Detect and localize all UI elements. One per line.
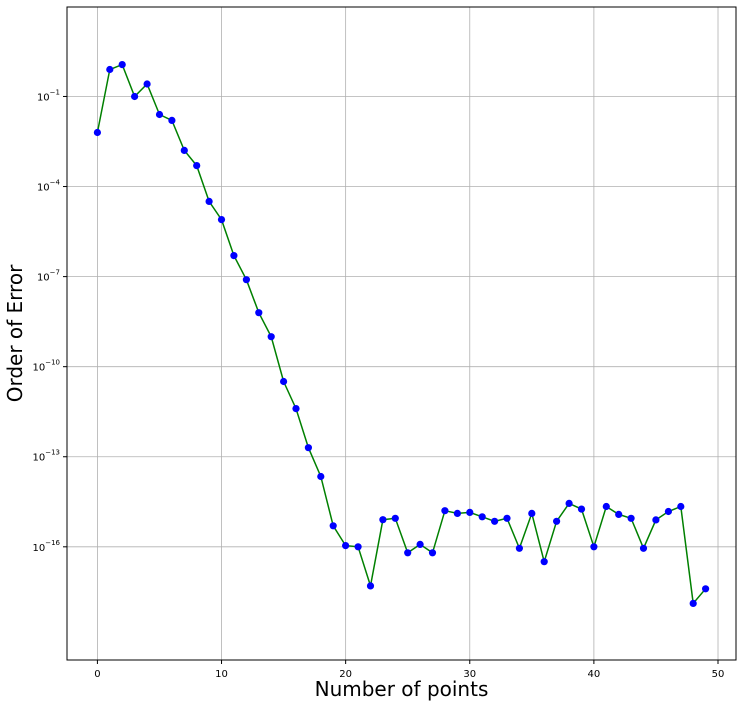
y-axis: 10−1 10−4 10−7 10−10 10−13 10−16 bbox=[32, 88, 67, 554]
data-point bbox=[528, 509, 536, 517]
x-axis-label: Number of points bbox=[315, 677, 489, 701]
data-point bbox=[503, 514, 511, 522]
data-point bbox=[342, 542, 350, 550]
data-point bbox=[329, 522, 337, 530]
y-tick-label: 10−1 bbox=[37, 88, 60, 103]
data-point bbox=[267, 333, 275, 341]
grid bbox=[67, 7, 736, 660]
data-point bbox=[677, 502, 685, 511]
y-axis-label: Order of Error bbox=[3, 264, 27, 402]
x-axis: 0 10 20 30 40 50 bbox=[94, 660, 724, 680]
data-point bbox=[280, 377, 288, 386]
data-point bbox=[106, 65, 114, 74]
data-point bbox=[230, 252, 238, 260]
data-point bbox=[168, 116, 176, 124]
y-tick-label: 10−4 bbox=[37, 179, 61, 194]
x-tick-label: 40 bbox=[588, 669, 601, 680]
data-point bbox=[193, 162, 201, 170]
data-point bbox=[639, 544, 648, 552]
series-line-path bbox=[96, 63, 707, 606]
data-point bbox=[379, 516, 387, 524]
data-point bbox=[180, 146, 188, 154]
data-point bbox=[416, 540, 424, 549]
x-tick-label: 30 bbox=[463, 669, 476, 680]
data-point bbox=[577, 505, 586, 513]
data-point bbox=[118, 61, 126, 69]
series-line bbox=[96, 63, 707, 606]
markers bbox=[93, 61, 710, 608]
data-point bbox=[93, 128, 101, 137]
data-point bbox=[155, 110, 164, 119]
data-point bbox=[292, 405, 300, 413]
data-point bbox=[131, 92, 139, 101]
data-point bbox=[553, 517, 561, 525]
data-point bbox=[615, 510, 623, 518]
y-tick-label: 10−7 bbox=[37, 269, 60, 284]
data-point bbox=[689, 599, 697, 608]
x-tick-label: 10 bbox=[215, 669, 228, 680]
data-point bbox=[453, 509, 461, 517]
y-tick-label: 10−13 bbox=[32, 449, 60, 464]
data-point bbox=[391, 514, 399, 522]
data-point bbox=[491, 517, 499, 525]
data-point bbox=[627, 514, 635, 522]
data-point bbox=[602, 502, 610, 511]
data-point bbox=[366, 582, 375, 590]
x-tick-label: 50 bbox=[712, 669, 725, 680]
data-point bbox=[242, 276, 250, 284]
data-point bbox=[664, 507, 673, 516]
data-point bbox=[515, 544, 524, 552]
data-point bbox=[404, 549, 412, 557]
data-point bbox=[317, 472, 325, 481]
data-point bbox=[354, 543, 362, 551]
data-point bbox=[540, 558, 548, 566]
plot-frame bbox=[66, 6, 737, 661]
data-point bbox=[478, 513, 486, 521]
data-point bbox=[590, 543, 598, 551]
data-point bbox=[652, 516, 660, 524]
data-point bbox=[441, 507, 449, 515]
data-point bbox=[205, 197, 213, 205]
data-point bbox=[143, 80, 151, 88]
data-point bbox=[565, 499, 573, 507]
data-point bbox=[702, 585, 710, 593]
y-tick-label: 10−16 bbox=[32, 539, 60, 554]
data-point bbox=[255, 309, 263, 317]
data-point bbox=[217, 216, 226, 224]
x-tick-label: 20 bbox=[339, 669, 352, 680]
data-point bbox=[466, 508, 474, 516]
data-point bbox=[428, 549, 437, 557]
y-tick-label: 10−10 bbox=[32, 359, 60, 374]
data-point bbox=[304, 444, 312, 452]
x-tick-label: 0 bbox=[94, 669, 100, 680]
